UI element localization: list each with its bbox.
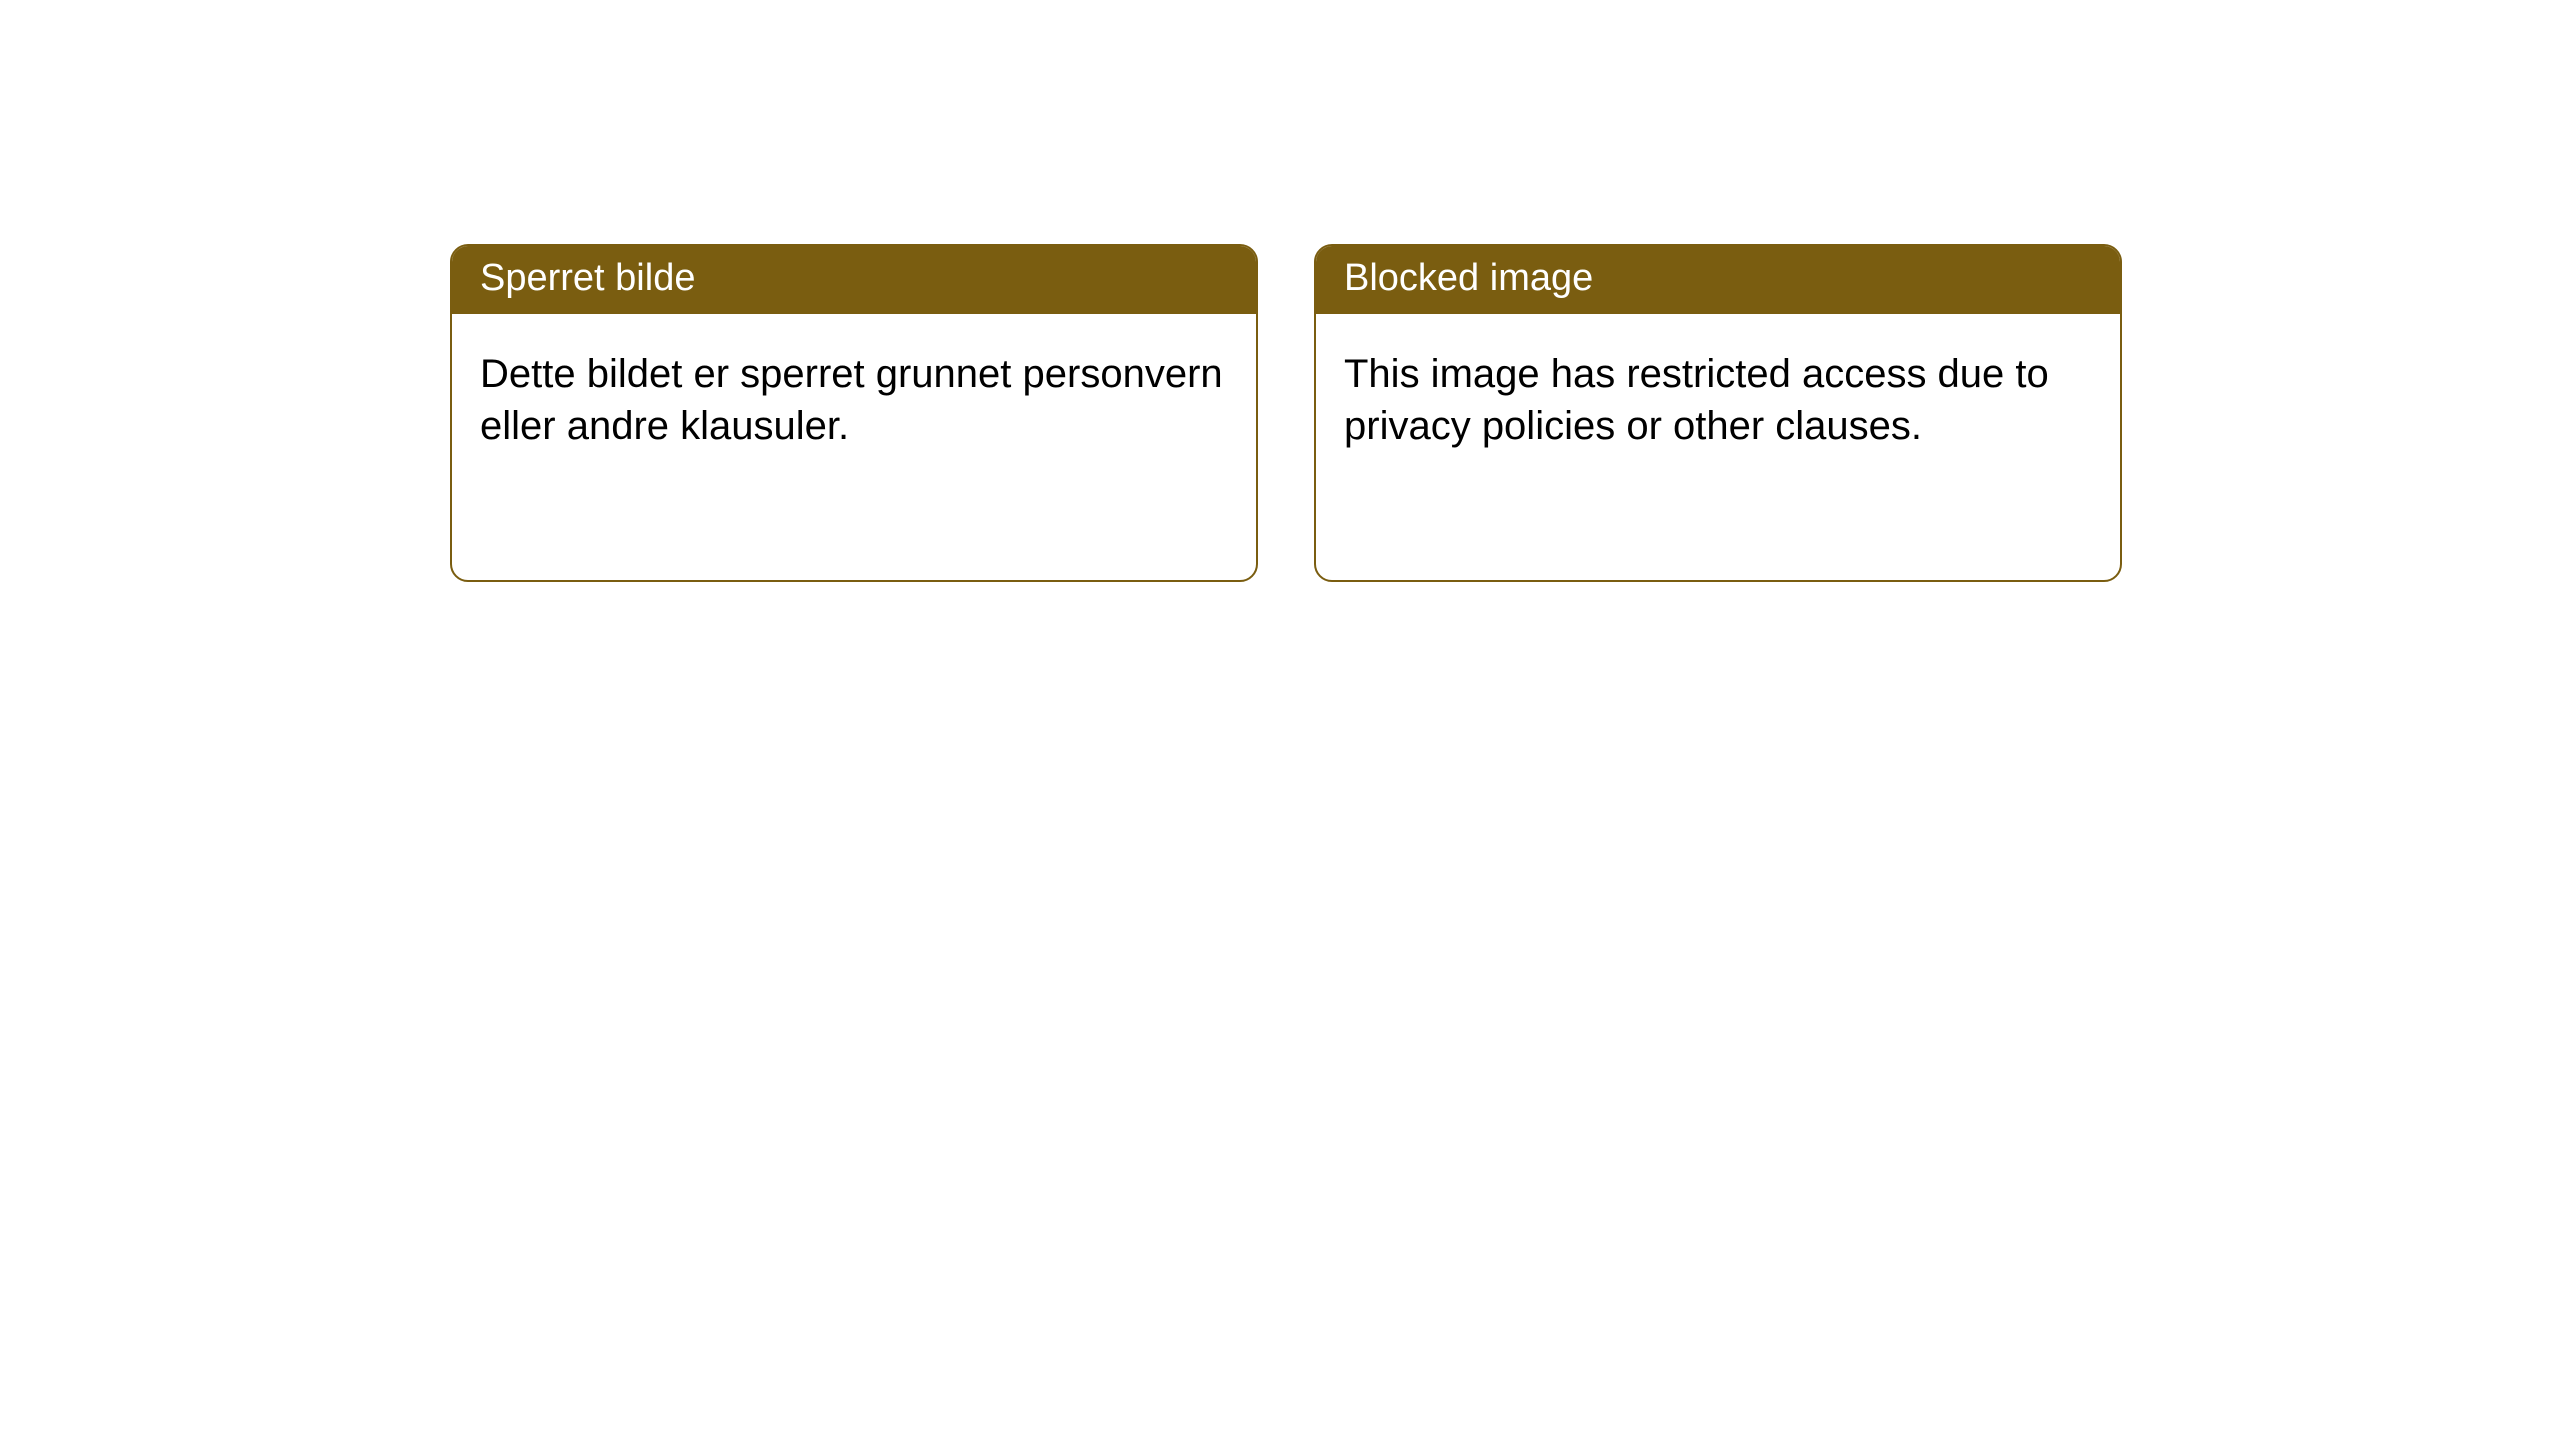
blocked-image-card-english: Blocked image This image has restricted … [1314, 244, 2122, 582]
card-header: Sperret bilde [452, 246, 1256, 314]
card-body-text: This image has restricted access due to … [1344, 352, 2049, 449]
card-body-text: Dette bildet er sperret grunnet personve… [480, 352, 1223, 449]
message-cards-container: Sperret bilde Dette bildet er sperret gr… [450, 244, 2122, 582]
blocked-image-card-norwegian: Sperret bilde Dette bildet er sperret gr… [450, 244, 1258, 582]
card-header-title: Sperret bilde [480, 257, 695, 299]
card-header: Blocked image [1316, 246, 2120, 314]
card-header-title: Blocked image [1344, 257, 1593, 299]
card-body: This image has restricted access due to … [1316, 314, 2120, 488]
card-body: Dette bildet er sperret grunnet personve… [452, 314, 1256, 488]
